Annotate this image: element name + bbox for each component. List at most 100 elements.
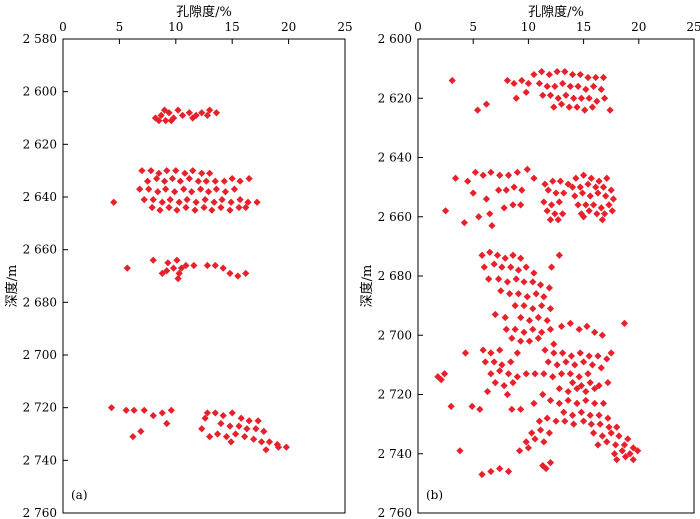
data-point-b-219: [564, 387, 572, 396]
data-point-b-173: [496, 346, 504, 354]
data-point-b-73: [552, 189, 560, 197]
data-point-a-52: [140, 196, 148, 204]
data-point-a-12: [198, 109, 206, 117]
data-point-b-17: [592, 73, 600, 82]
data-point-a-21: [172, 167, 180, 175]
data-point-a-126: [257, 438, 266, 446]
data-point-a-10: [185, 109, 193, 117]
data-point-b-208: [440, 370, 449, 378]
data-point-b-227: [546, 396, 555, 405]
data-point-b-49: [487, 168, 495, 176]
data-point-b-162: [550, 340, 558, 348]
data-point-a-72: [200, 203, 208, 212]
data-point-b-35: [593, 97, 601, 105]
data-point-b-143: [529, 304, 537, 313]
data-point-b-187: [507, 358, 515, 366]
data-point-b-102: [589, 201, 598, 209]
data-point-b-21: [551, 82, 559, 90]
data-point-a-97: [122, 406, 130, 414]
data-point-a-25: [206, 169, 214, 177]
data-point-b-146: [491, 310, 499, 319]
data-point-a-132: [201, 414, 209, 422]
data-point-b-239: [560, 408, 568, 416]
data-point-b-71: [564, 180, 572, 188]
data-point-b-34: [585, 94, 593, 102]
data-point-b-238: [517, 405, 525, 413]
data-point-b-37: [550, 103, 558, 111]
y-tick-label-b-5: 2 700: [378, 328, 412, 342]
data-point-b-196: [496, 367, 504, 375]
data-point-a-133: [227, 438, 235, 446]
data-point-a-75: [226, 206, 234, 214]
data-point-b-120: [498, 263, 506, 271]
data-point-a-1: [157, 111, 165, 119]
data-point-b-32: [570, 94, 578, 102]
data-point-a-87: [158, 269, 166, 277]
data-point-b-84: [580, 171, 588, 179]
data-point-a-98: [130, 406, 138, 414]
data-point-b-223: [483, 387, 492, 396]
data-point-b-164: [566, 319, 574, 327]
data-point-a-123: [231, 430, 240, 438]
data-point-b-185: [490, 358, 498, 366]
data-point-a-115: [226, 422, 234, 430]
data-point-a-19: [155, 169, 163, 177]
data-point-b-130: [512, 275, 520, 283]
data-point-a-90: [219, 264, 227, 272]
data-point-b-109: [608, 207, 616, 215]
data-point-a-85: [175, 269, 183, 277]
data-point-b-228: [555, 399, 563, 407]
data-point-b-176: [550, 349, 558, 357]
data-point-b-279: [621, 453, 630, 461]
data-point-a-34: [211, 177, 219, 185]
data-point-a-80: [164, 259, 172, 267]
data-point-b-118: [480, 263, 488, 271]
data-point-a-78: [123, 264, 131, 272]
data-point-b-166: [583, 322, 591, 330]
x-tick-label-a-0: 0: [59, 20, 67, 34]
data-point-b-197: [504, 370, 513, 378]
data-point-a-109: [219, 411, 227, 420]
data-point-b-45: [451, 174, 460, 182]
data-point-b-28: [539, 91, 547, 99]
data-point-b-36: [600, 94, 609, 102]
data-point-a-43: [171, 188, 179, 196]
data-point-b-204: [566, 370, 574, 378]
data-point-b-183: [607, 349, 615, 357]
data-point-b-65: [500, 204, 508, 212]
data-point-a-130: [262, 446, 270, 454]
data-point-a-127: [265, 438, 274, 446]
data-point-b-159: [517, 337, 525, 345]
data-point-b-127: [485, 275, 493, 283]
data-point-b-91: [592, 183, 600, 191]
data-point-b-42: [588, 103, 597, 111]
x-tick-label-b-3: 15: [576, 20, 591, 34]
data-point-b-113: [486, 248, 494, 256]
data-point-a-15: [203, 111, 211, 119]
data-point-a-117: [243, 425, 251, 433]
data-point-b-13: [561, 67, 569, 76]
y-tick-label-a-3: 2 640: [23, 190, 57, 204]
data-point-b-255: [528, 429, 536, 437]
data-point-a-54: [158, 198, 166, 206]
data-point-a-53: [149, 196, 157, 204]
data-point-b-192: [580, 358, 588, 366]
data-point-b-218: [555, 384, 563, 393]
data-point-a-104: [137, 427, 145, 435]
data-point-b-25: [582, 85, 590, 93]
data-point-b-54: [530, 174, 538, 182]
panel-label-a: (a): [71, 488, 88, 502]
data-point-b-110: [580, 213, 588, 221]
data-point-b-77: [555, 198, 563, 206]
data-point-b-234: [447, 402, 455, 410]
data-point-a-60: [210, 198, 218, 206]
data-point-b-14: [568, 70, 577, 79]
data-point-a-101: [158, 409, 166, 417]
data-point-b-95: [578, 189, 587, 197]
data-point-b-260: [607, 429, 615, 437]
data-point-a-22: [181, 169, 189, 177]
x-tick-label-b-4: 20: [631, 20, 646, 34]
data-point-b-99: [609, 195, 618, 203]
data-point-b-18: [599, 73, 608, 82]
data-point-b-76: [547, 201, 556, 209]
